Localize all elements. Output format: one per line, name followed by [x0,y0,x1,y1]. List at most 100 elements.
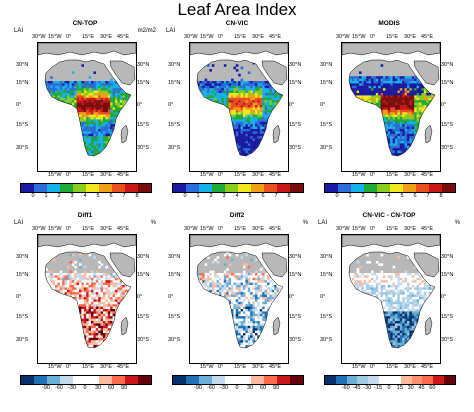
colorbar-labels: 0 1 2 3 4 5 6 7 8 [172,193,302,201]
lat-tick-label-left: 30°N [320,254,333,260]
lat-tick-label-left: 15°N [320,80,333,86]
colorbar-labels: -90 -60 -30 0 30 60 90 [172,385,302,393]
panel-title: Diff2 [229,212,245,219]
colorbar-tick-label: -90 [42,385,50,391]
lon-tick-label-top: 0° [218,34,224,40]
lon-tick-label-top: 30°W [32,226,46,232]
colorbar-labels: -60 -45 -30 -15 0 15 30 45 60 [324,385,454,393]
map-canvas [342,235,440,349]
lon-tick-label-top: 45°E [421,34,433,40]
map-panel: CN-VIC LAI 30°W 15°W 0° 15°E 30°E 45°E 30°N 30°N 1… [162,20,312,210]
lat-tick-label-right: 15°S [441,122,453,128]
lon-tick-label-top: 45°E [269,34,281,40]
colorbar-tick-label: 90 [120,385,128,391]
arabia-landmass [109,252,136,278]
lat-tick-label-right: 30°S [441,337,453,343]
colorbar-tick-label: 4 [235,193,239,199]
map-canvas [190,235,288,349]
lon-tick-label-top: 45°E [117,34,129,40]
lat-tick-label-right: 15°S [137,122,149,128]
colorbar-swatch [277,376,290,384]
africa-coastline [44,59,132,157]
colorbar-swatch [400,376,412,384]
lon-tick-label-top: 30°W [336,226,350,232]
colorbar-tick-label: 6 [109,193,113,199]
lat-tick-label-left: 15°S [320,122,332,128]
map-panel: MODIS 30°W 15°W 0° 15°E 30°E 45°E 30°N 30°N 15°N 1… [314,20,464,210]
lat-tick-label-right: 30°N [137,254,150,260]
panel-title: CN-VIC [225,20,249,27]
colorbar-tick-label: 60 [429,385,436,391]
africa-coastline [44,251,132,349]
colorbar-swatch [325,184,338,192]
colorbar-tick-label: 2 [57,193,61,199]
lon-tick-label-top: 30°E [404,226,416,232]
colorbar [172,183,304,193]
colorbar [324,183,456,193]
colorbar-swatch [442,184,455,192]
lon-tick-label-bottom: 15°E [386,172,398,178]
lon-tick-label-bottom: 30°E [252,364,264,370]
colorbar-swatch [357,376,369,384]
lat-tick-label-right: 30°N [289,62,302,68]
colorbar-tick-label: 60 [107,385,115,391]
lon-tick-label-bottom: 30°E [100,172,112,178]
colorbar-swatch [186,184,199,192]
colorbar-tick-label: 1 [348,193,352,199]
lon-tick-label-top: 30°E [100,34,112,40]
lat-tick-label-right: 15°N [289,80,302,86]
lon-tick-label-bottom: 30°E [404,364,416,370]
lat-tick-label-right: 15°S [289,314,301,320]
lon-tick-label-bottom: 0° [66,364,72,370]
colorbar-swatch [264,376,277,384]
lat-tick-label-left: 15°S [16,314,28,320]
lon-tick-label-top: 15°E [386,226,398,232]
colorbar-tick-label: 1 [196,193,200,199]
colorbar-tick-label: 0 [31,193,35,199]
colorbar-swatch [416,184,429,192]
arabia-landmass [109,60,136,86]
lon-tick-label-top: 0° [66,34,72,40]
panel-unit-label: % [150,220,156,226]
colorbar-tick-label: -60 [55,385,63,391]
europe-landmass [342,235,440,248]
lon-tick-label-top: 15°W [200,34,214,40]
lat-tick-label-right: 30°S [441,145,453,151]
colorbar-tick-label: 30 [407,385,414,391]
lat-tick-label-right: 30°N [137,62,150,68]
map-canvas [38,43,136,157]
lat-tick-label-left: 15°N [16,272,29,278]
lon-tick-label-top: 30°W [184,34,198,40]
madagascar-landmass [120,316,129,336]
colorbar-tick-label: 0 [183,193,187,199]
lon-tick-label-bottom: 0° [218,172,224,178]
colorbar-tick-label: 0 [235,385,239,391]
colorbar-swatch [47,184,60,192]
colorbar-tick-label: 15 [396,385,403,391]
colorbar-swatch [99,376,112,384]
colorbar-swatch [186,376,199,384]
lon-tick-label-bottom: 15°W [48,364,62,370]
colorbar-swatch [212,376,225,384]
lon-tick-label-bottom: 15°E [386,364,398,370]
colorbar-swatch [411,376,423,384]
colorbar-tick-label: -45 [352,385,361,391]
colorbar-tick-label: -30 [363,385,372,391]
europe-landmass [38,235,136,248]
lon-tick-label-top: 45°E [421,226,433,232]
lon-tick-label-top: 15°E [82,226,94,232]
colorbar-swatch [444,376,455,384]
lat-tick-label-left: 30°N [16,254,29,260]
lat-tick-label-left: 0° [320,294,326,300]
colorbar-swatch [277,184,290,192]
lat-tick-label-left: 30°N [16,62,29,68]
colorbar-swatch [238,184,251,192]
lon-tick-label-top: 15°W [200,226,214,232]
colorbar-swatch [112,184,125,192]
lat-tick-label-right: 15°N [137,80,150,86]
lon-tick-label-bottom: 15°W [352,364,366,370]
colorbar-swatch [21,376,34,384]
lon-tick-label-top: 45°E [269,226,281,232]
lat-tick-label-right: 15°N [441,272,454,278]
lat-tick-label-right: 30°N [441,254,454,260]
